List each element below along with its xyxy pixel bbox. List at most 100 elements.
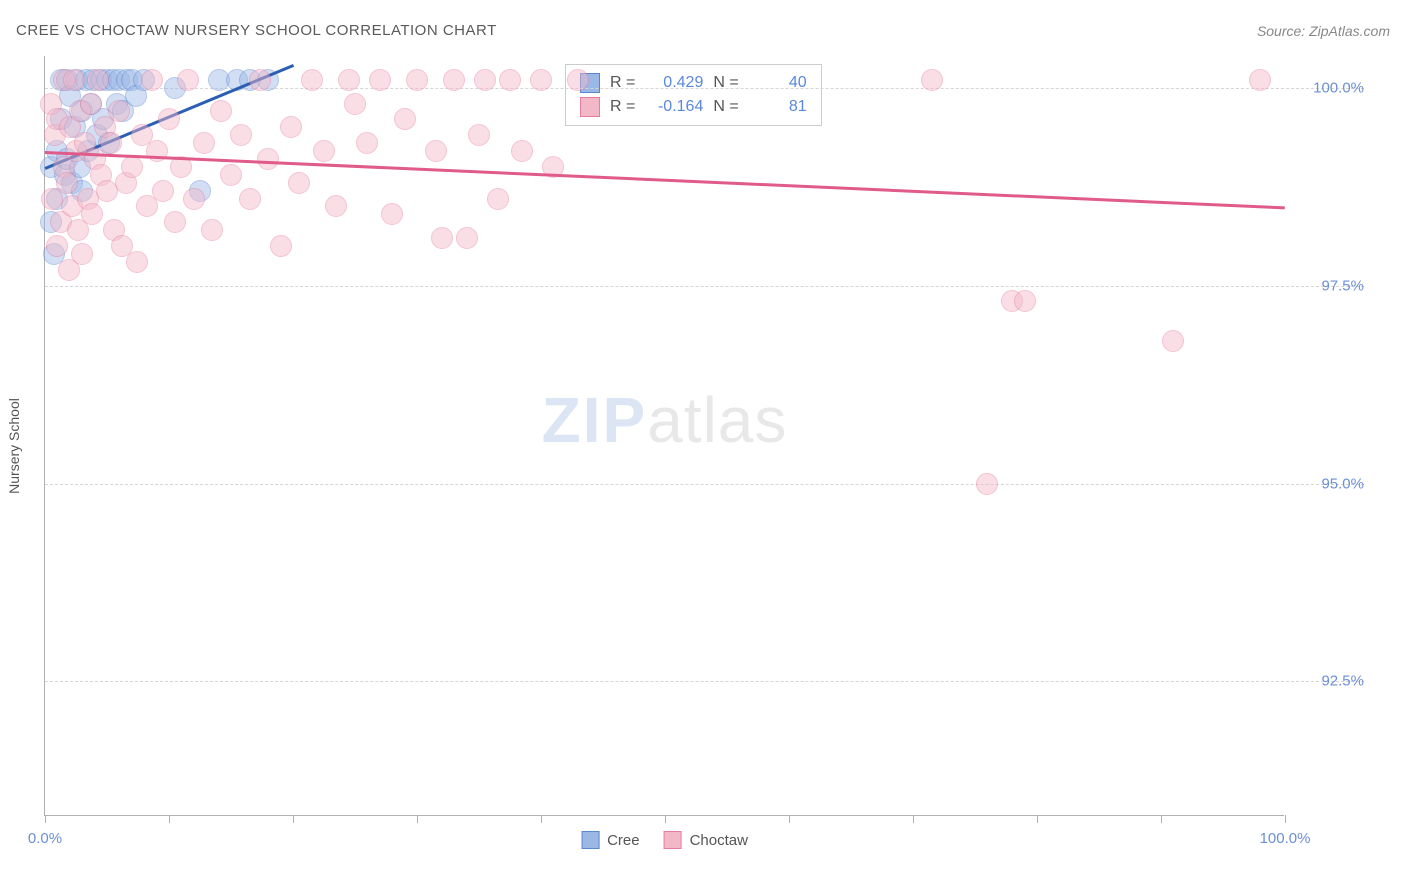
legend-label-choctaw: Choctaw — [690, 832, 748, 849]
chart-title: CREE VS CHOCTAW NURSERY SCHOOL CORRELATI… — [16, 22, 497, 39]
scatter-point-choctaw — [183, 188, 205, 210]
x-tick-label: 0.0% — [28, 830, 62, 847]
scatter-point-choctaw — [394, 108, 416, 130]
legend-row-cree: R = 0.429 N = 40 — [580, 71, 807, 95]
y-axis-label: Nursery School — [6, 398, 22, 494]
legend-swatch-choctaw — [580, 97, 600, 117]
scatter-point-choctaw — [201, 219, 223, 241]
legend-n-label: N = — [713, 74, 738, 92]
scatter-point-choctaw — [921, 69, 943, 91]
scatter-point-choctaw — [431, 227, 453, 249]
y-tick-label: 97.5% — [1294, 277, 1364, 294]
scatter-point-choctaw — [100, 132, 122, 154]
watermark: ZIPatlas — [542, 383, 788, 457]
scatter-point-choctaw — [338, 69, 360, 91]
scatter-point-choctaw — [193, 132, 215, 154]
scatter-point-choctaw — [1162, 330, 1184, 352]
x-tick — [417, 815, 418, 823]
scatter-point-choctaw — [164, 211, 186, 233]
legend-r-label: R = — [610, 98, 635, 116]
gridline-h — [45, 484, 1364, 485]
legend-r-value-choctaw: -0.164 — [645, 98, 703, 116]
scatter-point-choctaw — [356, 132, 378, 154]
scatter-point-choctaw — [81, 203, 103, 225]
scatter-point-choctaw — [239, 188, 261, 210]
x-tick — [169, 815, 170, 823]
x-tick — [1285, 815, 1286, 823]
gridline-h — [45, 681, 1364, 682]
scatter-point-choctaw — [210, 100, 232, 122]
scatter-point-choctaw — [487, 188, 509, 210]
scatter-point-choctaw — [136, 195, 158, 217]
scatter-point-choctaw — [443, 69, 465, 91]
scatter-point-choctaw — [230, 124, 252, 146]
scatter-point-choctaw — [530, 69, 552, 91]
series-legend: Cree Choctaw — [581, 831, 748, 849]
legend-n-value-cree: 40 — [749, 74, 807, 92]
scatter-point-choctaw — [141, 69, 163, 91]
scatter-point-choctaw — [63, 69, 85, 91]
scatter-point-choctaw — [177, 69, 199, 91]
scatter-point-choctaw — [249, 69, 271, 91]
scatter-point-choctaw — [46, 235, 68, 257]
scatter-point-choctaw — [499, 69, 521, 91]
scatter-point-choctaw — [369, 69, 391, 91]
scatter-point-choctaw — [511, 140, 533, 162]
scatter-point-choctaw — [158, 108, 180, 130]
x-tick — [293, 815, 294, 823]
x-tick — [45, 815, 46, 823]
scatter-point-choctaw — [80, 93, 102, 115]
legend-swatch-cree-bottom — [581, 831, 599, 849]
y-tick-label: 92.5% — [1294, 673, 1364, 690]
x-tick — [1161, 815, 1162, 823]
scatter-point-choctaw — [257, 148, 279, 170]
scatter-point-choctaw — [56, 172, 78, 194]
scatter-point-choctaw — [474, 69, 496, 91]
scatter-point-choctaw — [468, 124, 490, 146]
y-tick-label: 95.0% — [1294, 475, 1364, 492]
scatter-point-choctaw — [152, 180, 174, 202]
scatter-point-choctaw — [108, 100, 130, 122]
scatter-point-choctaw — [220, 164, 242, 186]
x-tick — [789, 815, 790, 823]
scatter-point-choctaw — [121, 156, 143, 178]
legend-r-value-cree: 0.429 — [645, 74, 703, 92]
legend-swatch-choctaw-bottom — [664, 831, 682, 849]
scatter-point-choctaw — [325, 195, 347, 217]
correlation-legend: R = 0.429 N = 40 R = -0.164 N = 81 — [565, 64, 822, 126]
y-tick-label: 100.0% — [1294, 79, 1364, 96]
x-tick — [541, 815, 542, 823]
scatter-point-choctaw — [406, 69, 428, 91]
legend-r-label: R = — [610, 74, 635, 92]
scatter-point-choctaw — [976, 473, 998, 495]
scatter-point-choctaw — [425, 140, 447, 162]
scatter-point-choctaw — [456, 227, 478, 249]
scatter-chart: ZIPatlas R = 0.429 N = 40 R = -0.164 N =… — [44, 56, 1284, 816]
scatter-point-choctaw — [567, 69, 589, 91]
legend-label-cree: Cree — [607, 832, 640, 849]
scatter-point-choctaw — [280, 116, 302, 138]
x-tick — [913, 815, 914, 823]
scatter-point-choctaw — [126, 251, 148, 273]
chart-header: CREE VS CHOCTAW NURSERY SCHOOL CORRELATI… — [16, 22, 1390, 39]
scatter-point-choctaw — [381, 203, 403, 225]
scatter-point-choctaw — [87, 69, 109, 91]
x-tick — [665, 815, 666, 823]
scatter-point-choctaw — [71, 243, 93, 265]
gridline-h — [45, 286, 1364, 287]
x-tick — [1037, 815, 1038, 823]
scatter-point-choctaw — [313, 140, 335, 162]
chart-source: Source: ZipAtlas.com — [1257, 23, 1390, 39]
scatter-point-choctaw — [288, 172, 310, 194]
scatter-point-choctaw — [1014, 290, 1036, 312]
watermark-part1: ZIP — [542, 384, 648, 456]
legend-n-value-choctaw: 81 — [749, 98, 807, 116]
source-name: ZipAtlas.com — [1309, 23, 1390, 39]
scatter-point-choctaw — [1249, 69, 1271, 91]
source-prefix: Source: — [1257, 23, 1309, 39]
legend-n-label: N = — [713, 98, 738, 116]
x-tick-label: 100.0% — [1260, 830, 1311, 847]
legend-row-choctaw: R = -0.164 N = 81 — [580, 95, 807, 119]
scatter-point-choctaw — [344, 93, 366, 115]
watermark-part2: atlas — [647, 384, 787, 456]
